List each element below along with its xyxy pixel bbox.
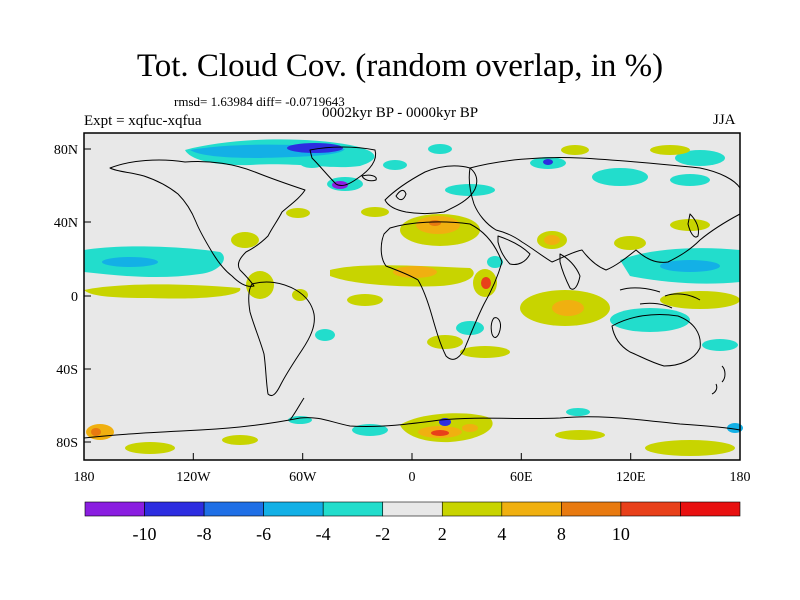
colorbar-label: -4: [316, 524, 331, 544]
x-tick-label: 60W: [289, 470, 317, 485]
colorbar-label: 4: [497, 524, 506, 544]
colorbar-label: -10: [133, 524, 157, 544]
colorbar-swatch: [144, 501, 205, 517]
y-tick-label: 40S: [56, 363, 78, 378]
colorbar-swatch: [501, 501, 562, 517]
y-tick-label: 40N: [54, 216, 78, 231]
y-tick-label: 80N: [54, 143, 78, 158]
x-axis: 180 120W 60W 0 60E 120E 180: [74, 453, 751, 485]
x-tick-label: 120E: [616, 470, 646, 485]
colorbar-label: -2: [375, 524, 390, 544]
x-tick-label: 120W: [176, 470, 211, 485]
colorbar-swatch: [203, 501, 264, 517]
colorbar-label: -6: [256, 524, 271, 544]
coastlines: [83, 146, 741, 439]
colorbar-swatch: [263, 501, 324, 517]
colorbar-swatch: [382, 501, 443, 517]
y-axis: 80N 40N 0 40S 80S: [54, 143, 91, 451]
colorbar-swatch: [680, 501, 741, 517]
plot-title: Tot. Cloud Cov. (random overlap, in %): [136, 48, 664, 84]
x-tick-label: 0: [409, 470, 416, 485]
colorbar-label: 2: [438, 524, 447, 544]
x-tick-label: 60E: [510, 470, 533, 485]
x-tick-label: 180: [730, 470, 751, 485]
y-tick-label: 80S: [56, 436, 78, 451]
season-label: JJA: [713, 112, 736, 128]
anomaly-patches: [84, 139, 743, 456]
colorbar-swatch: [322, 501, 384, 517]
y-tick-label: 0: [71, 290, 78, 305]
experiment-label: Expt = xqfuc-xqfua: [84, 113, 202, 129]
colorbar-swatch: [620, 501, 681, 517]
colorbar: -10 -8 -6 -4 -2 2 4 8 10: [84, 501, 741, 544]
colorbar-label: -8: [197, 524, 212, 544]
colorbar-label: 8: [557, 524, 566, 544]
colorbar-swatch: [84, 501, 145, 517]
x-tick-label: 180: [74, 470, 95, 485]
colorbar-label: 10: [612, 524, 630, 544]
period-label: 0002kyr BP - 0000kyr BP: [322, 105, 479, 121]
colorbar-swatch: [441, 501, 503, 517]
colorbar-swatch: [561, 501, 622, 517]
stats-label: rmsd= 1.63984 diff= -0.0719643: [174, 94, 345, 109]
map-panel: [83, 132, 743, 461]
